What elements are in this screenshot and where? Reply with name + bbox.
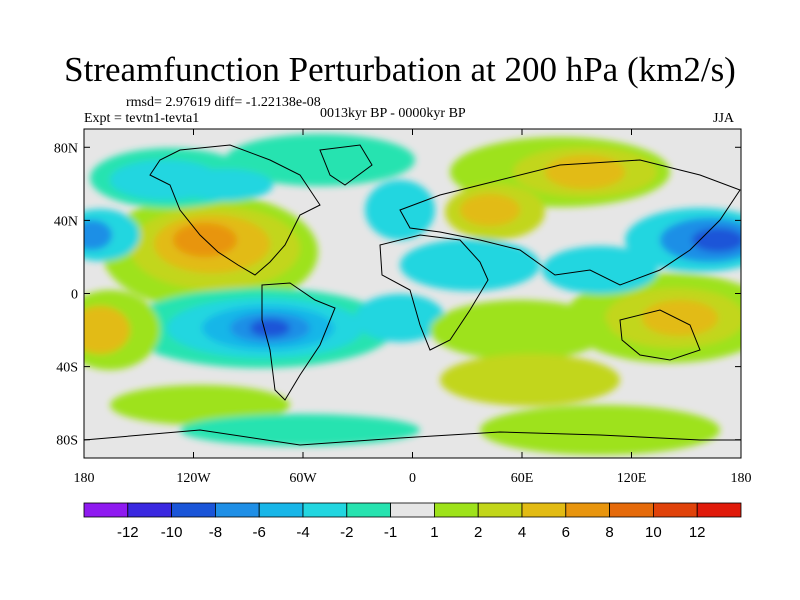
x-tick-label: 60E: [511, 471, 534, 486]
colorbar-swatch: [214, 502, 260, 518]
colorbar-swatch: [346, 502, 391, 518]
colorbar-label: 12: [689, 524, 706, 541]
australia-outline: [619, 309, 701, 361]
colorbar-swatch: [127, 502, 173, 518]
eurasia-outline: [399, 159, 741, 286]
colorbar-label: -1: [384, 524, 397, 541]
anomaly-contour: [480, 405, 720, 455]
colorbar-label: -12: [117, 524, 139, 541]
africa-outline: [379, 234, 489, 351]
colorbar-label: -6: [253, 524, 266, 541]
colorbar-swatch: [171, 502, 216, 518]
anomaly-contour: [84, 220, 112, 250]
anomaly-contour: [460, 194, 520, 226]
x-tick-label: 0: [409, 471, 416, 486]
antarctica-outline: [84, 429, 741, 446]
colorbar-swatch: [433, 502, 479, 518]
north-america-outline: [149, 144, 321, 276]
period-label: 0013kyr BP - 0000kyr BP: [320, 106, 466, 121]
colorbar-swatch: [83, 502, 129, 518]
anomaly-contour: [642, 300, 718, 336]
y-tick-label: 80N: [54, 141, 78, 156]
y-tick-label: 0: [71, 288, 78, 303]
colorbar-swatch: [696, 502, 742, 518]
anomaly-contour: [440, 354, 620, 406]
colorbar-label: -10: [161, 524, 183, 541]
y-axis: 80N 40N 0 40S 80S: [54, 141, 741, 449]
x-tick-label: 120W: [176, 471, 211, 486]
colorbar-swatch: [609, 502, 654, 518]
colorbar-swatch: [302, 502, 348, 518]
x-tick-label: 180: [74, 471, 95, 486]
anomaly-contour: [110, 385, 290, 425]
y-tick-label: 80S: [56, 434, 78, 449]
colorbar-label: 8: [605, 524, 613, 541]
colorbar-swatch: [477, 502, 523, 518]
anomaly-contour: [180, 414, 420, 446]
colorbar-swatch: [653, 502, 698, 518]
south-america-outline: [261, 282, 336, 401]
colorbar-label: -4: [296, 524, 309, 541]
anomaly-contour: [177, 169, 273, 201]
stats-label: rmsd= 2.97619 diff= -1.22138e-08: [126, 95, 321, 110]
colorbar-swatch: [258, 502, 304, 518]
y-tick-label: 40N: [54, 214, 78, 229]
anomaly-contour: [84, 306, 130, 354]
anomaly-contour: [542, 246, 658, 294]
colorbar-swatch: [390, 502, 435, 518]
x-axis: 180 120W 60W 0 60E 120E 180: [74, 129, 752, 486]
field-layer: [84, 129, 741, 458]
anomaly-contour: [225, 134, 415, 186]
coastlines: [84, 144, 741, 446]
colorbar-swatch: [565, 502, 610, 518]
colorbar-label: -2: [340, 524, 353, 541]
greenland-outline: [319, 144, 373, 186]
y-tick-label: 40S: [56, 361, 78, 376]
anomaly-contour: [692, 228, 741, 252]
colorbar-label: 2: [474, 524, 482, 541]
colorbar-label: 10: [645, 524, 662, 541]
colorbar: -12 -10 -8 -6 -4 -2 -1 1 2 4 6 8 10 12: [83, 502, 742, 541]
x-tick-label: 180: [731, 471, 752, 486]
anomaly-contour: [430, 300, 610, 360]
experiment-label: Expt = tevtn1-tevta1: [84, 111, 200, 126]
anomaly-contour: [250, 319, 290, 337]
colorbar-label: 6: [562, 524, 570, 541]
colorbar-label: 1: [430, 524, 438, 541]
season-label: JJA: [713, 111, 735, 126]
x-tick-label: 60W: [289, 471, 317, 486]
anomaly-contour: [400, 239, 540, 291]
x-tick-label: 120E: [617, 471, 647, 486]
colorbar-swatch: [521, 502, 567, 518]
chart-title: Streamfunction Perturbation at 200 hPa (…: [64, 50, 736, 89]
anomaly-contour: [545, 155, 625, 189]
colorbar-label: 4: [518, 524, 526, 541]
colorbar-label: -8: [209, 524, 222, 541]
